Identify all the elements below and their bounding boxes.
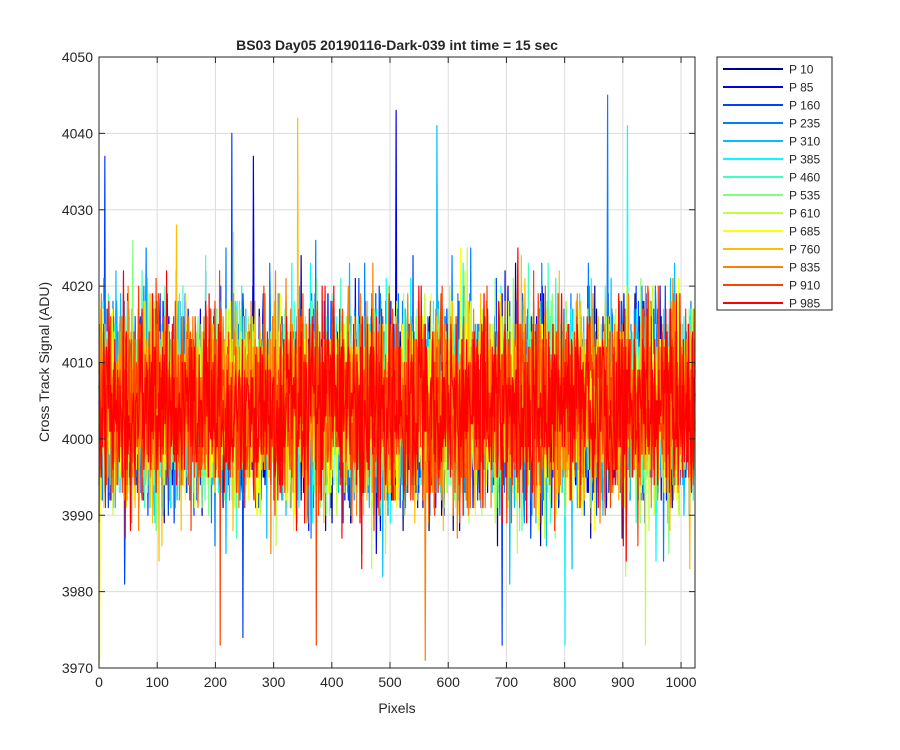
x-tick-label-4: 400: [320, 674, 344, 690]
legend-label-4: P 310: [789, 135, 820, 149]
x-tick-label-6: 600: [437, 674, 461, 690]
legend-items: P 10 P 85 P 160 P 235 P 310 P 385 P 460 P 535 P …: [723, 63, 820, 311]
legend-label-1: P 85: [789, 81, 814, 95]
y-axis-ticks: 3970 3980 3990 4000 4010 4020 4030 4040 4050: [62, 49, 695, 676]
plot-lines: [98, 94, 696, 661]
x-axis-ticks: 0 100 200 300 400 500 600 700 800 900 1000: [95, 57, 697, 690]
legend-label-9: P 685: [789, 225, 820, 239]
y-tick-label-3: 4000: [62, 431, 93, 447]
legend-label-10: P 760: [789, 243, 820, 257]
legend-label-12: P 910: [789, 279, 820, 293]
y-tick-label-7: 4040: [62, 125, 93, 141]
x-axis-label: Pixels: [378, 700, 415, 716]
legend-label-2: P 160: [789, 99, 820, 113]
y-tick-label-5: 4020: [62, 278, 93, 294]
x-tick-label-3: 300: [262, 674, 286, 690]
y-tick-label-8: 4050: [62, 49, 93, 65]
y-axis-label: Cross Track Signal (ADU): [36, 282, 52, 442]
x-tick-label-5: 500: [378, 674, 402, 690]
legend-label-3: P 235: [789, 117, 820, 131]
legend-label-5: P 385: [789, 153, 820, 167]
series-line-p-910: [98, 270, 696, 646]
y-tick-label-4: 4010: [62, 355, 93, 371]
plot-axes: 0 100 200 300 400 500 600 700 800 900 1000 3970 398…: [62, 49, 697, 690]
legend-label-7: P 535: [789, 189, 820, 203]
x-tick-label-2: 200: [204, 674, 228, 690]
legend-label-6: P 460: [789, 171, 820, 185]
y-tick-label-0: 3970: [62, 660, 93, 676]
x-tick-label-8: 800: [553, 674, 577, 690]
legend-label-13: P 985: [789, 297, 820, 311]
x-tick-label-10: 1000: [665, 674, 696, 690]
series-line-p-985: [98, 247, 696, 570]
y-tick-label-1: 3980: [62, 584, 93, 600]
x-tick-label-7: 700: [495, 674, 519, 690]
legend-label-0: P 10: [789, 63, 814, 77]
chart-title: BS03 Day05 20190116-Dark-039 int time = …: [236, 37, 558, 53]
y-tick-label-2: 3990: [62, 507, 93, 523]
x-tick-label-1: 100: [146, 674, 170, 690]
x-tick-label-9: 900: [611, 674, 635, 690]
legend-label-8: P 610: [789, 207, 820, 221]
y-tick-label-6: 4030: [62, 202, 93, 218]
x-tick-label-0: 0: [95, 674, 103, 690]
legend: P 10 P 85 P 160 P 235 P 310 P 385 P 460 P 535 P …: [716, 56, 833, 311]
legend-label-11: P 835: [789, 261, 820, 275]
